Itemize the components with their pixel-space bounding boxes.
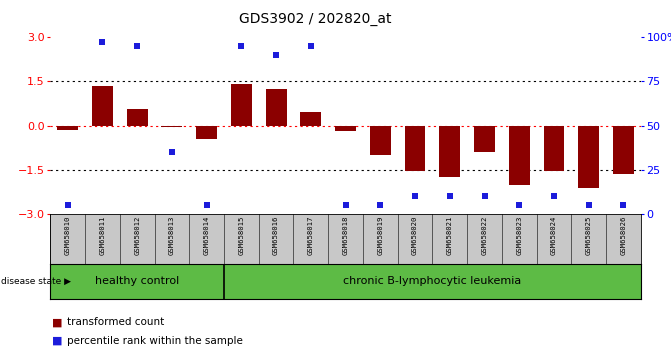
Point (514, 202, 525, 208)
Text: GSM658015: GSM658015 (238, 216, 244, 255)
Point (618, 202, 629, 208)
Text: ■: ■ (52, 336, 62, 346)
Text: GSM658024: GSM658024 (551, 216, 557, 255)
Point (375, 202, 386, 208)
Text: GSM658010: GSM658010 (64, 216, 70, 255)
Text: transformed count: transformed count (67, 318, 164, 327)
Text: GSM658012: GSM658012 (134, 216, 140, 255)
Point (62, 202, 73, 208)
Text: GSM658014: GSM658014 (203, 216, 209, 255)
Point (479, 194, 490, 199)
Bar (231, 84, 252, 126)
Bar (127, 109, 148, 126)
Text: GSM658020: GSM658020 (412, 216, 418, 255)
Text: GSM658017: GSM658017 (308, 216, 314, 255)
Bar (301, 113, 321, 126)
Bar (57, 126, 78, 130)
Point (236, 43, 247, 49)
Point (549, 194, 560, 199)
Point (166, 149, 177, 155)
Bar (266, 89, 287, 126)
Text: GSM658023: GSM658023 (516, 216, 522, 255)
Point (201, 202, 212, 208)
Text: healthy control: healthy control (95, 276, 179, 286)
Text: GSM658026: GSM658026 (621, 216, 627, 255)
Text: GSM658019: GSM658019 (377, 216, 383, 255)
Point (583, 202, 594, 208)
Bar (370, 126, 391, 155)
Bar (335, 126, 356, 131)
Bar (92, 86, 113, 126)
Text: GSM658022: GSM658022 (482, 216, 488, 255)
Bar (50, 264, 224, 299)
Bar (224, 264, 641, 299)
Text: percentile rank within the sample: percentile rank within the sample (67, 336, 243, 346)
Point (444, 194, 455, 199)
Bar (162, 126, 183, 127)
Bar (509, 126, 529, 185)
Bar (196, 126, 217, 139)
Bar (440, 126, 460, 177)
Text: ■: ■ (52, 318, 62, 327)
Point (132, 43, 142, 49)
Text: GSM658016: GSM658016 (273, 216, 279, 255)
Text: GSM658011: GSM658011 (99, 216, 105, 255)
Point (270, 52, 281, 58)
Text: GSM658018: GSM658018 (343, 216, 348, 255)
Bar (474, 126, 495, 152)
Text: GDS3902 / 202820_at: GDS3902 / 202820_at (239, 12, 392, 27)
Bar (613, 126, 634, 175)
Text: GSM658013: GSM658013 (169, 216, 175, 255)
Point (97, 40, 108, 45)
Point (410, 194, 421, 199)
Point (305, 43, 316, 49)
Bar (405, 126, 425, 171)
Point (340, 202, 351, 208)
Text: GSM658021: GSM658021 (447, 216, 453, 255)
Text: GSM658025: GSM658025 (586, 216, 592, 255)
Bar (578, 126, 599, 188)
Text: disease state ▶: disease state ▶ (1, 277, 70, 286)
Text: chronic B-lymphocytic leukemia: chronic B-lymphocytic leukemia (344, 276, 521, 286)
Bar (544, 126, 564, 171)
